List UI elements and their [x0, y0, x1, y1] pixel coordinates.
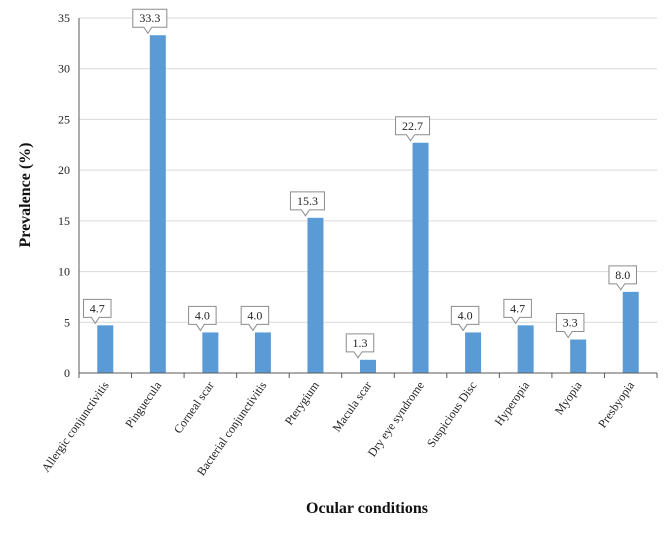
bar — [97, 325, 114, 373]
x-tick-label: Hyperopia — [492, 378, 533, 428]
y-tick-label: 15 — [58, 214, 70, 228]
data-label-callout — [83, 298, 112, 325]
data-label-callout — [395, 116, 431, 142]
gridlines — [79, 17, 657, 323]
bar — [465, 332, 482, 373]
bar — [149, 35, 166, 373]
data-label: 33.3 — [139, 11, 160, 25]
data-label: 4.0 — [247, 308, 262, 322]
data-label-callout — [555, 313, 585, 339]
data-label-callout — [188, 305, 217, 332]
data-label-callout — [289, 191, 325, 217]
bars — [97, 35, 639, 373]
y-tick-label: 25 — [58, 112, 70, 126]
y-tick-label: 5 — [64, 315, 70, 329]
x-tick-label: Allergic conjunctivitis — [39, 378, 112, 474]
data-labels: 4.7 33.3 4.0 4.0 15.3 1.3 22.7 4.0 4.7 3.3 8.0 — [83, 8, 637, 359]
bar — [202, 332, 219, 373]
data-label-callout — [132, 8, 168, 35]
data-label-callout — [345, 333, 375, 359]
y-tick-label: 35 — [58, 11, 70, 25]
x-axis-title: Ocular conditions — [306, 500, 428, 517]
y-tick-label: 0 — [64, 366, 70, 380]
y-tick-label: 10 — [58, 265, 70, 279]
y-axis-title: Prevalence (%) — [17, 143, 34, 248]
bar — [622, 291, 639, 373]
data-label: 4.0 — [195, 308, 210, 322]
data-label: 4.7 — [90, 301, 105, 315]
bar — [307, 217, 324, 373]
bar — [360, 359, 376, 373]
data-label-callout — [450, 305, 480, 332]
x-tick-label: Pterygium — [282, 378, 323, 428]
data-label: 4.7 — [510, 301, 525, 315]
data-label: 3.3 — [563, 316, 578, 330]
bar — [412, 142, 429, 373]
y-tick-label: 30 — [58, 62, 70, 76]
x-tick-label: Presbyopia — [595, 378, 637, 430]
x-tick-label: Suspicious Disc — [424, 379, 480, 450]
data-label: 22.7 — [402, 119, 423, 133]
data-label: 8.0 — [615, 268, 630, 282]
bar — [570, 339, 587, 373]
x-tick-label: Myopia — [552, 378, 585, 417]
data-label: 1.3 — [353, 336, 368, 350]
bar — [517, 325, 534, 373]
x-tick-label: Macula scar — [330, 379, 375, 435]
data-label-callout — [503, 298, 532, 325]
x-tick-labels: Allergic conjunctivitis Pinguecula Corneal… — [39, 378, 638, 478]
x-tick-label: Dry eye syndrome — [365, 379, 427, 460]
y-tick-label: 20 — [58, 163, 70, 177]
x-tick-label: Pinguecula — [122, 378, 164, 430]
data-label: 4.0 — [458, 308, 473, 322]
y-tick-labels: 0 5 10 15 20 25 30 35 — [58, 11, 70, 380]
data-label-callout — [240, 305, 270, 332]
data-label-callout — [608, 265, 637, 291]
x-tick-label: Corneal scar — [171, 379, 217, 436]
axes — [78, 18, 658, 378]
bar — [254, 332, 271, 373]
data-label: 15.3 — [297, 194, 318, 208]
